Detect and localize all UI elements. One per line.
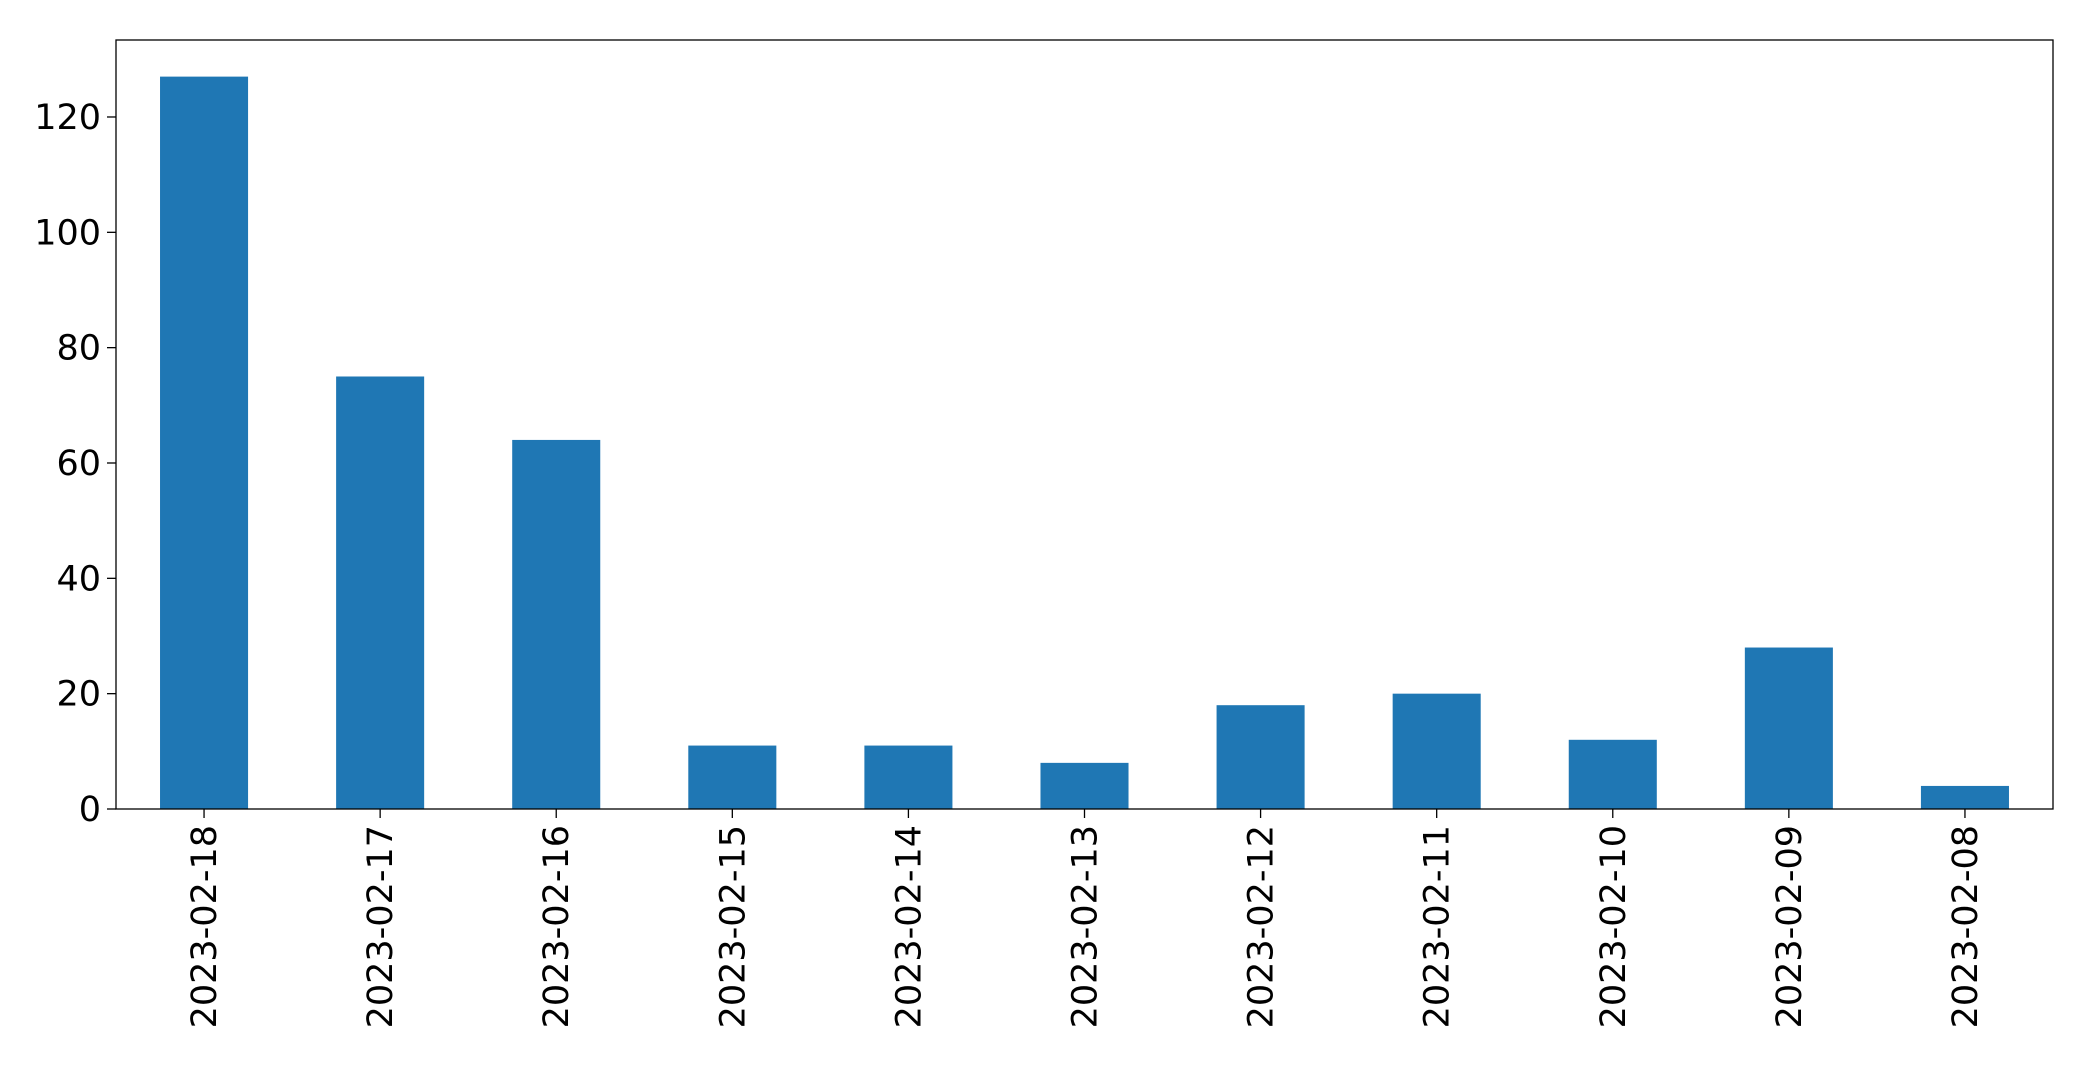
y-tick-label: 100	[34, 213, 101, 253]
x-tick-label: 2023-02-13	[1066, 825, 1106, 1028]
bar	[688, 745, 777, 809]
bar	[1568, 739, 1657, 809]
x-tick-label: 2023-02-16	[537, 825, 577, 1028]
bar	[1040, 762, 1129, 809]
x-tick-label: 2023-02-09	[1770, 825, 1810, 1028]
bar	[1392, 693, 1481, 809]
axes-frame	[115, 39, 2054, 810]
x-tick-label: 2023-02-10	[1594, 825, 1634, 1028]
x-tick-label: 2023-02-14	[889, 825, 929, 1028]
bar	[1744, 647, 1833, 809]
x-tick-label: 2023-02-15	[713, 825, 753, 1028]
y-tick-label: 120	[34, 98, 101, 138]
bar	[160, 76, 249, 810]
y-tick-label: 40	[56, 559, 101, 599]
bar	[1920, 785, 2009, 809]
x-tick-label: 2023-02-08	[1946, 825, 1986, 1028]
y-tick-label: 60	[56, 444, 101, 484]
bar	[864, 745, 953, 809]
y-tick-label: 80	[56, 329, 101, 369]
bar	[1216, 705, 1305, 809]
x-tick-label: 2023-02-18	[185, 825, 225, 1028]
y-tick-label: 0	[79, 790, 101, 830]
x-tick-label: 2023-02-11	[1418, 825, 1458, 1028]
bar	[336, 376, 425, 809]
x-tick-label: 2023-02-12	[1242, 825, 1282, 1028]
bar	[512, 439, 601, 809]
y-tick-label: 20	[56, 675, 101, 715]
x-tick-label: 2023-02-17	[361, 825, 401, 1028]
